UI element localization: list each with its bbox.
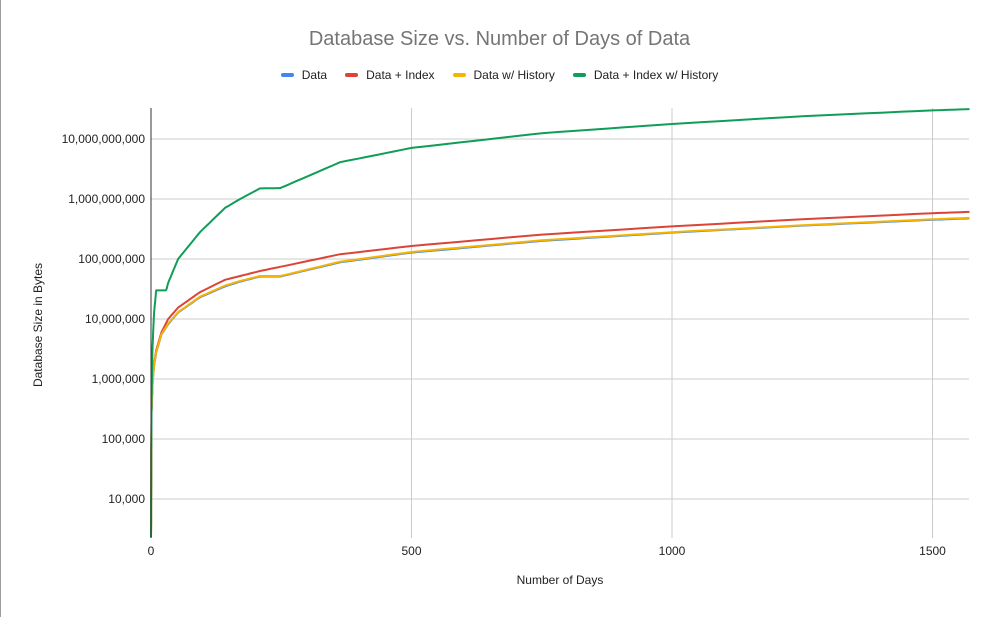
chart-title: Database Size vs. Number of Days of Data (308, 28, 691, 50)
legend-label: Data + Index (366, 68, 435, 82)
y-axis-title: Database Size in Bytes (31, 263, 45, 387)
y-tick-label: 10,000,000 (85, 312, 145, 326)
legend: Data Data + Index Data w/ History Data +… (0, 68, 999, 82)
left-border (0, 0, 1, 617)
series-lines (150, 108, 970, 538)
y-axis-tick-labels: 10,000 100,000 1,000,000 10,000,000 100,000,… (62, 132, 146, 506)
x-axis-title: Number of Days (517, 573, 604, 587)
x-tick-label: 1500 (919, 544, 946, 558)
y-tick-label: 100,000,000 (78, 252, 145, 266)
x-tick-label: 500 (401, 544, 421, 558)
y-tick-label: 1,000,000,000 (68, 192, 145, 206)
legend-swatch-icon (452, 73, 466, 77)
gridlines (151, 108, 969, 538)
series-line-data-index-w-history[interactable] (150, 108, 970, 538)
legend-label: Data + Index w/ History (593, 68, 719, 82)
x-tick-label: 0 (148, 544, 155, 558)
legend-swatch-icon (345, 73, 359, 77)
series-line-data-index[interactable] (150, 210, 970, 538)
legend-swatch-icon (572, 73, 586, 77)
x-tick-label: 1000 (659, 544, 686, 558)
legend-label: Data w/ History (473, 68, 555, 82)
legend-item-data[interactable]: Data (280, 68, 328, 82)
series-line-data[interactable] (150, 217, 970, 538)
legend-swatch-icon (280, 73, 294, 77)
legend-item-data-index-history[interactable]: Data + Index w/ History (572, 68, 719, 82)
y-tick-label: 100,000 (102, 432, 146, 446)
y-tick-label: 10,000 (108, 492, 145, 506)
legend-item-data-index[interactable]: Data + Index (345, 68, 435, 82)
y-tick-label: 1,000,000 (92, 372, 146, 386)
legend-label: Data (301, 68, 328, 82)
series-line-data-w-history[interactable] (150, 216, 970, 538)
y-tick-label: 10,000,000,000 (62, 132, 146, 146)
x-axis-tick-labels: 0 500 1000 1500 (148, 544, 947, 558)
legend-item-data-history[interactable]: Data w/ History (452, 68, 555, 82)
